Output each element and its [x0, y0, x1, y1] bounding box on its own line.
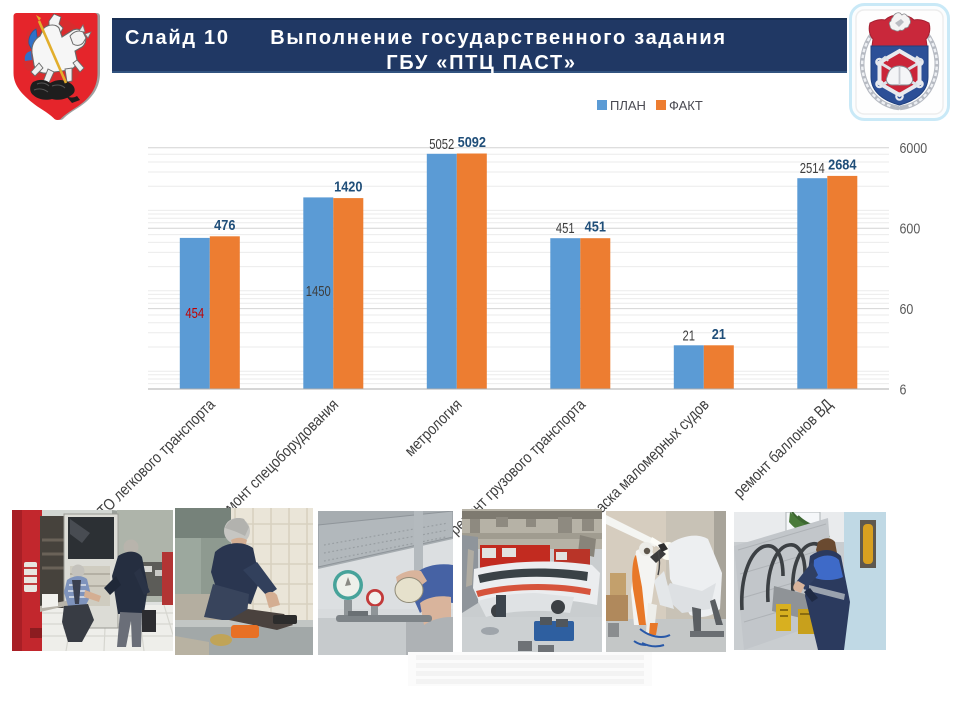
svg-text:2684: 2684 — [828, 155, 857, 172]
svg-text:ТО легкового транспорта: ТО легкового транспорта — [95, 396, 219, 520]
svg-text:21: 21 — [683, 327, 696, 344]
svg-text:1420: 1420 — [334, 178, 363, 195]
svg-text:ремонт баллонов ВД: ремонт баллонов ВД — [731, 396, 837, 502]
svg-text:454: 454 — [185, 305, 204, 322]
svg-text:451: 451 — [556, 220, 575, 237]
svg-text:600: 600 — [900, 220, 921, 236]
svg-text:6: 6 — [900, 381, 907, 397]
svg-text:ПЛАН: ПЛАН — [610, 98, 646, 113]
svg-text:451: 451 — [585, 218, 606, 235]
svg-text:метрология: метрология — [402, 396, 466, 460]
svg-text:476: 476 — [214, 216, 235, 233]
svg-text:5052: 5052 — [429, 135, 454, 152]
svg-text:5092: 5092 — [458, 133, 487, 150]
svg-text:ФАКТ: ФАКТ — [669, 98, 703, 113]
svg-text:1450: 1450 — [306, 283, 331, 300]
svg-text:2514: 2514 — [800, 160, 825, 177]
svg-text:6000: 6000 — [900, 140, 928, 156]
svg-text:21: 21 — [712, 325, 726, 342]
svg-text:60: 60 — [900, 301, 914, 317]
